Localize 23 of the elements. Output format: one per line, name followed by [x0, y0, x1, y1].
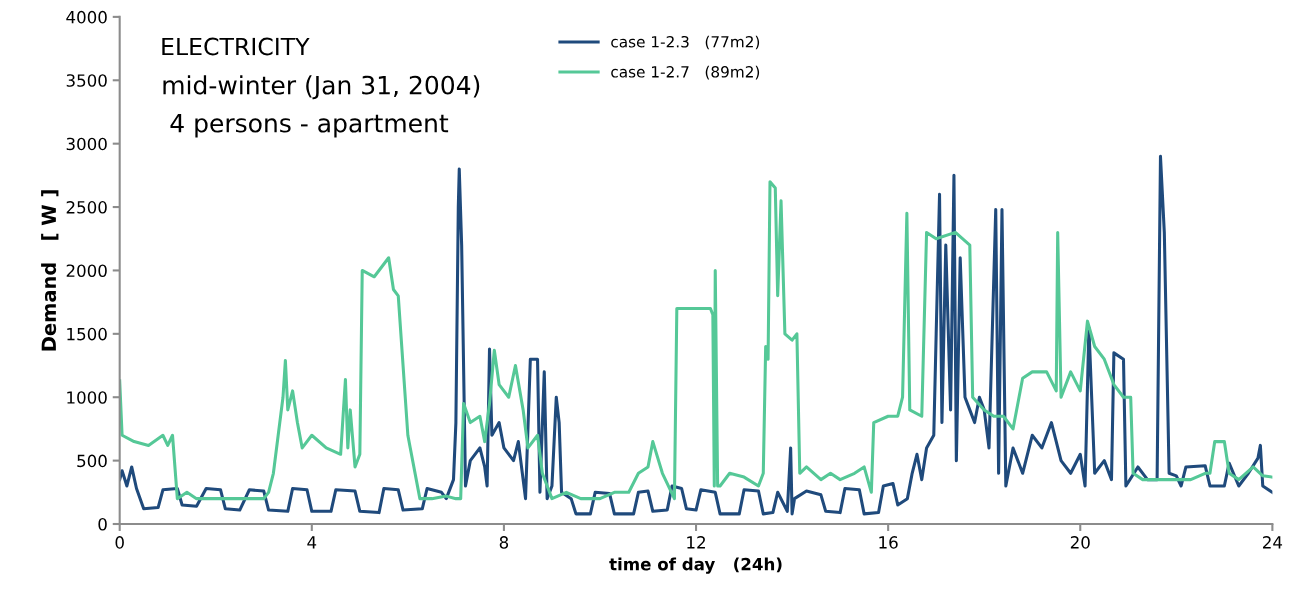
legend-label: case 1-2.3 (77m2)	[611, 35, 760, 50]
text: ELECTRICITY	[162, 37, 310, 56]
y-tick-label: 0	[98, 517, 107, 531]
x-axis-title: time of day (24h)	[609, 557, 782, 574]
y-tick-label: 500	[77, 454, 107, 468]
x-tick-label: 0	[115, 536, 124, 549]
x-tick-label: 24	[1263, 536, 1283, 549]
y-tick-label: 2000	[66, 264, 107, 278]
annotation: 4 persons - apartment	[170, 114, 449, 138]
y-tick-label: 2500	[66, 201, 107, 214]
y-tick-label: 3500	[66, 74, 107, 87]
x-tick-label: 20	[1070, 536, 1090, 549]
y-tick-label: 1500	[67, 327, 107, 341]
x-tick-label: 8	[499, 536, 509, 549]
y-tick-label: 4000	[66, 10, 107, 24]
y-tick-label: 1000	[67, 391, 107, 404]
text: mid-winter (Jan 31, 2004)	[163, 75, 480, 100]
x-tick-label: 16	[879, 536, 898, 549]
legend-label: case 1-2.7 (89m2)	[611, 65, 760, 80]
x-tick-label: 12	[687, 536, 705, 549]
x-tick-label: 4	[307, 536, 317, 549]
y-axis-title: Demand [ W ]	[41, 190, 59, 351]
y-tick-label: 3000	[66, 137, 107, 151]
